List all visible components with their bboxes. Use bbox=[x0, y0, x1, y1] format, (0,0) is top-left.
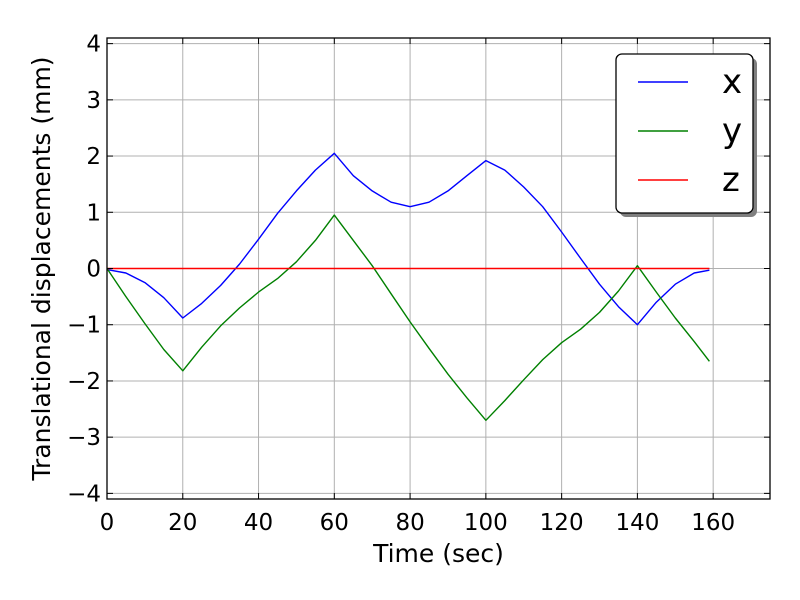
x-tick-label: 40 bbox=[244, 510, 273, 536]
legend-label-y: y bbox=[722, 111, 742, 151]
x-axis-tick-labels: 0 20 40 60 80 100 120 140 160 bbox=[100, 510, 735, 536]
legend-label-x: x bbox=[722, 62, 742, 102]
y-axis-tick-labels: −4 −3 −2 −1 0 1 2 3 4 bbox=[67, 32, 101, 508]
series-lines bbox=[106, 152, 710, 421]
axis-ticks bbox=[106, 38, 770, 499]
x-tick-label: 80 bbox=[395, 510, 424, 536]
x-tick-label: 0 bbox=[100, 510, 115, 536]
series-line-y bbox=[106, 214, 710, 421]
y-tick-label: 1 bbox=[86, 200, 101, 226]
y-tick-label: −2 bbox=[67, 369, 101, 395]
y-tick-label: −4 bbox=[67, 481, 101, 507]
x-tick-label: 140 bbox=[615, 510, 659, 536]
y-tick-label: 4 bbox=[86, 32, 101, 58]
x-tick-label: 120 bbox=[540, 510, 584, 536]
x-axis-label: Time (sec) bbox=[372, 539, 504, 568]
y-axis-label: Translational displacements (mm) bbox=[27, 56, 56, 481]
x-tick-label: 60 bbox=[320, 510, 349, 536]
y-tick-label: 3 bbox=[86, 88, 101, 114]
legend: xyz bbox=[615, 53, 757, 217]
x-tick-label: 20 bbox=[168, 510, 197, 536]
legend-box bbox=[615, 53, 754, 214]
y-tick-label: −1 bbox=[67, 313, 101, 339]
y-tick-label: 2 bbox=[86, 144, 101, 170]
x-tick-label: 160 bbox=[691, 510, 735, 536]
x-tick-label: 100 bbox=[464, 510, 508, 536]
y-tick-label: −3 bbox=[67, 425, 101, 451]
y-tick-label: 0 bbox=[86, 257, 101, 283]
legend-label-z: z bbox=[722, 160, 740, 200]
series-line-x bbox=[106, 152, 710, 326]
